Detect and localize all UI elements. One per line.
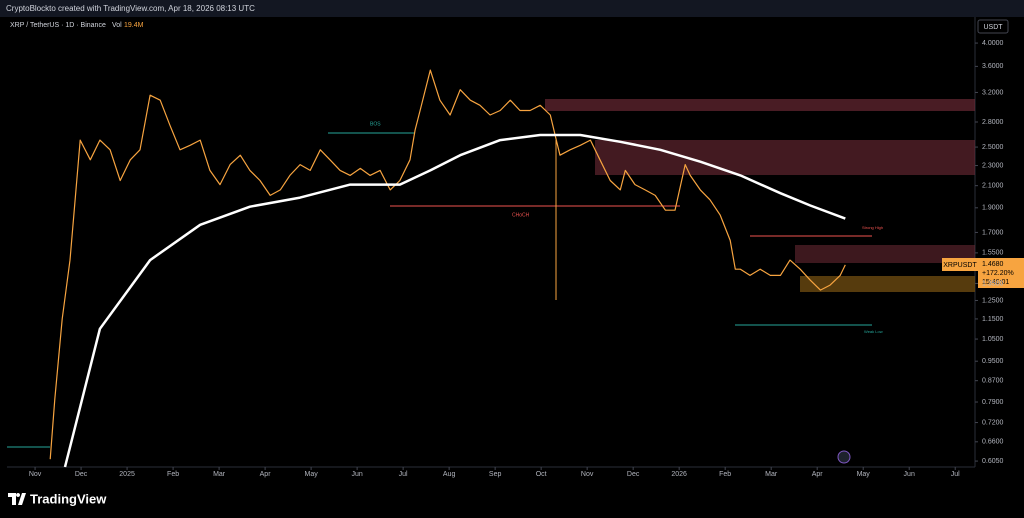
price-line bbox=[49, 69, 846, 460]
y-tick-label: 1.2500 bbox=[982, 297, 1004, 304]
moving-average bbox=[63, 133, 846, 468]
annotation: Strong High bbox=[862, 225, 883, 230]
y-tick-label: 1.7000 bbox=[982, 229, 1004, 236]
y-tick-label: 1.9000 bbox=[982, 205, 1004, 212]
x-tick-label: Mar bbox=[765, 471, 778, 478]
supply-zone bbox=[795, 245, 975, 263]
y-tick-label: 1.0500 bbox=[982, 336, 1004, 343]
x-tick-label: May bbox=[304, 471, 318, 478]
y-tick-label: 4.0000 bbox=[982, 40, 1004, 47]
x-tick-label: Jun bbox=[351, 471, 362, 478]
y-tick-label: 3.6000 bbox=[982, 63, 1004, 70]
x-tick-label: Feb bbox=[719, 471, 731, 478]
y-tick-label: 1.5500 bbox=[982, 250, 1004, 257]
price-tag bbox=[978, 258, 1024, 288]
currency: USDT bbox=[983, 24, 1003, 31]
x-tick-label: Aug bbox=[443, 471, 456, 478]
x-tick-label: 2025 bbox=[119, 471, 135, 478]
x-tick-label: Jul bbox=[951, 471, 960, 478]
y-tick-label: 0.6050 bbox=[982, 458, 1004, 465]
y-tick-label: 1.1500 bbox=[982, 316, 1004, 323]
y-tick-label: 0.7200 bbox=[982, 419, 1004, 426]
x-tick-label: Mar bbox=[213, 471, 226, 478]
supply-zone bbox=[545, 99, 975, 111]
y-tick-label: 2.1000 bbox=[982, 183, 1004, 190]
y-tick-label: 0.8700 bbox=[982, 378, 1004, 385]
y-tick-label: 2.8000 bbox=[982, 119, 1004, 126]
x-tick-label: Dec bbox=[627, 471, 640, 478]
y-tick-label: 0.7900 bbox=[982, 399, 1004, 406]
currency-box bbox=[977, 19, 1009, 34]
vol-value: 19.4M bbox=[124, 22, 144, 29]
x-tick-label: Sep bbox=[489, 471, 502, 478]
y-tick-label: 2.3000 bbox=[982, 162, 1004, 169]
x-tick-label: Jun bbox=[904, 471, 915, 478]
countdown: 15:46:01 bbox=[982, 279, 1009, 286]
x-tick-label: May bbox=[857, 471, 871, 478]
y-tick-label: 3.2000 bbox=[982, 89, 1004, 96]
logo bbox=[8, 493, 26, 505]
x-tick-label: Nov bbox=[29, 471, 42, 478]
y-tick-label: 0.6600 bbox=[982, 439, 1004, 446]
x-tick-label: Oct bbox=[536, 471, 547, 478]
ticker: XRPUSDT bbox=[943, 262, 977, 269]
price: 1.4680 bbox=[982, 261, 1004, 268]
credit: CryptoBlockto created with TradingView.c… bbox=[6, 4, 255, 13]
plot bbox=[49, 69, 846, 468]
x-tick-label: 2026 bbox=[671, 471, 687, 478]
x-tick-label: Nov bbox=[581, 471, 594, 478]
x-tick-label: Dec bbox=[75, 471, 88, 478]
logo-text: TradingView bbox=[30, 491, 107, 506]
symbol-title: XRP / TetherUS · 1D · Binance bbox=[10, 22, 106, 29]
y-tick-label: 1.3500 bbox=[982, 280, 1004, 287]
y-tick-label: 2.5000 bbox=[982, 144, 1004, 151]
x-tick-label: Jul bbox=[399, 471, 408, 478]
annotation: CHoCH bbox=[512, 212, 530, 218]
top-bar bbox=[0, 0, 1024, 17]
x-tick-label: Apr bbox=[812, 471, 824, 478]
x-tick-label: Feb bbox=[167, 471, 179, 478]
change: +172.20% bbox=[982, 270, 1014, 277]
ticker-tag bbox=[942, 258, 978, 271]
y-tick-label: 0.9500 bbox=[982, 358, 1004, 365]
vol-label: Vol bbox=[112, 22, 122, 29]
supply-zone bbox=[595, 140, 975, 175]
annotation: Weak Low bbox=[864, 329, 883, 334]
demand-zone bbox=[800, 276, 975, 292]
annotation: BOS bbox=[370, 121, 381, 127]
event-icon[interactable] bbox=[837, 450, 851, 464]
x-tick-label: Apr bbox=[260, 471, 272, 478]
